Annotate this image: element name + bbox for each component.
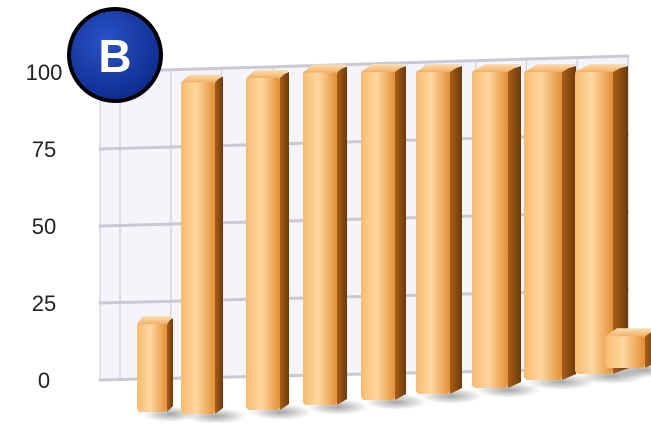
bar-side <box>167 318 173 412</box>
bar-side <box>613 66 628 374</box>
bar <box>605 328 651 368</box>
bar-top <box>416 64 462 72</box>
badge: B <box>67 7 163 103</box>
bar-side <box>280 72 289 410</box>
bar-front <box>575 70 613 374</box>
gridline <box>98 54 630 74</box>
bar <box>303 64 347 405</box>
bar-side <box>395 66 406 400</box>
bar <box>575 64 628 374</box>
bar-top <box>181 74 223 83</box>
y-tick-label: 100 <box>26 60 63 85</box>
y-tick-label: 75 <box>32 137 56 162</box>
bar-top <box>472 64 521 72</box>
bar <box>246 70 289 410</box>
bar-top <box>303 64 347 73</box>
bar-top <box>575 64 628 72</box>
bar <box>137 316 173 412</box>
bar <box>361 64 406 400</box>
bar <box>181 74 223 415</box>
bar-side <box>450 66 462 394</box>
bar-front <box>361 70 395 400</box>
bar-front <box>416 70 450 394</box>
bar-front <box>181 80 215 415</box>
bars <box>137 64 651 415</box>
y-tick-label: 50 <box>32 214 56 239</box>
bar-side <box>645 332 651 368</box>
bar-side <box>562 66 576 380</box>
bar-top <box>137 316 173 325</box>
bar-side <box>337 66 347 405</box>
bar-top <box>524 64 576 72</box>
bar-top <box>605 328 651 337</box>
bar-top <box>246 70 289 79</box>
bar-shadows <box>143 362 651 424</box>
bar-front <box>246 76 280 410</box>
bar-front <box>472 70 508 388</box>
bar-front <box>605 334 645 368</box>
bar-top <box>361 64 406 72</box>
bar <box>472 64 521 388</box>
y-axis-tick-labels: 0 25 50 75 100 <box>26 60 63 393</box>
bar-front <box>303 70 337 405</box>
badge-circle <box>67 7 163 103</box>
bar <box>416 64 462 394</box>
y-tick-label: 0 <box>38 368 50 393</box>
bar-side <box>508 66 521 388</box>
bar-front <box>137 322 167 412</box>
bar <box>524 64 576 380</box>
bar-front <box>524 70 562 380</box>
y-tick-label: 25 <box>32 291 56 316</box>
bar-side <box>215 76 223 415</box>
badge-letter: B <box>98 30 131 82</box>
